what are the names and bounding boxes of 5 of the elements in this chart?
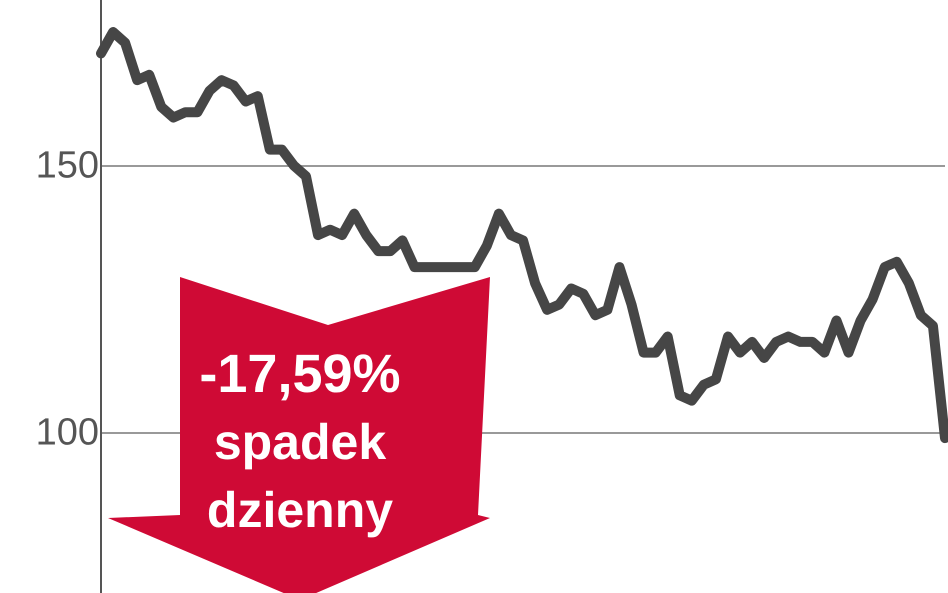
annotation: dzienny xyxy=(206,481,394,540)
annotation: spadek xyxy=(212,413,388,472)
y-tick-label: 150 xyxy=(36,144,99,187)
annotation: -17,59% xyxy=(198,343,402,406)
y-tick-label: 100 xyxy=(36,412,99,454)
